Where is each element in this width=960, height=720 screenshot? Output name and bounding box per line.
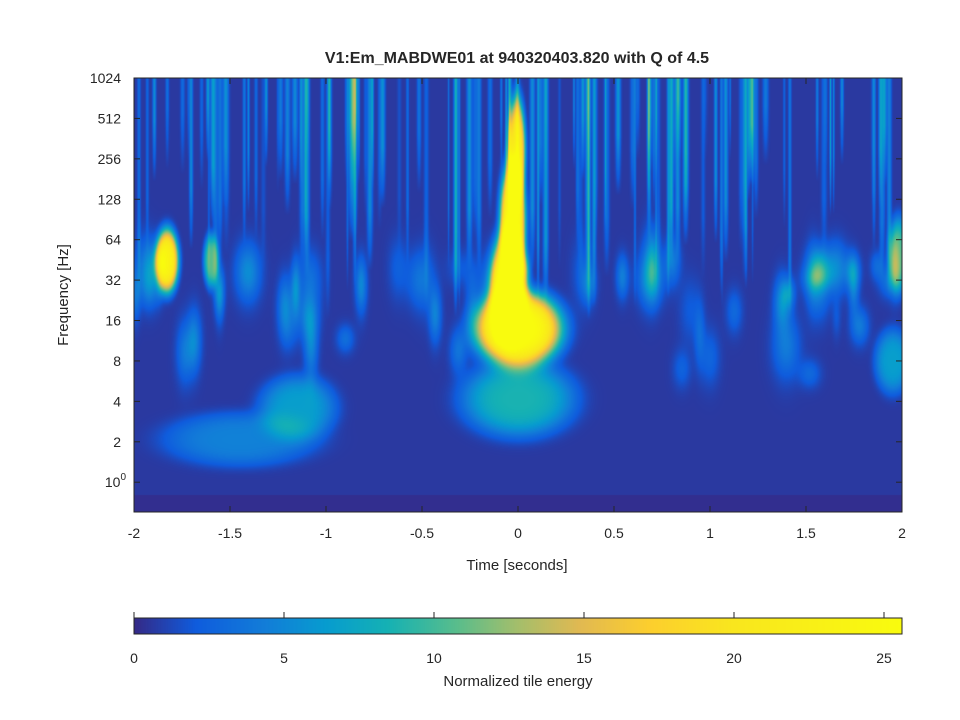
y-tick-label: 8 [113, 353, 121, 369]
x-tick-label: -1.5 [218, 525, 242, 541]
x-tick-label: 0 [514, 525, 522, 541]
x-tick-label: -2 [128, 525, 141, 541]
y-tick-label: 512 [98, 110, 122, 126]
y-axis: 100 2 4 8 16 32 64 128 256 512 1024 [90, 70, 902, 490]
colorbar-frame [133, 617, 903, 635]
chart-title: V1:Em_MABDWE01 at 940320403.820 with Q o… [325, 50, 709, 67]
x-tick-label: -1 [320, 525, 333, 541]
colorbar-tick-label: 0 [130, 650, 138, 666]
y-tick-label: 64 [105, 232, 121, 248]
y-tick-label: 32 [105, 272, 121, 288]
spectrogram-plot [133, 77, 903, 513]
x-tick-label: -0.5 [410, 525, 434, 541]
spectrogram-heatmap [134, 78, 902, 512]
y-tick-label: 128 [98, 191, 122, 207]
x-axis-label: Time [seconds] [466, 557, 567, 574]
x-tick-label: 2 [898, 525, 906, 541]
y-axis-label: Frequency [Hz] [55, 244, 72, 346]
colorbar-tick-label: 10 [426, 650, 442, 666]
y-tick-label: 16 [105, 313, 121, 329]
colorbar-gradient [134, 618, 902, 634]
colorbar-tick-label: 5 [280, 650, 288, 666]
y-tick-label: 100 [105, 472, 127, 490]
x-tick-label: 0.5 [604, 525, 624, 541]
x-tick-label: 1 [706, 525, 714, 541]
colorbar-tick-label: 25 [876, 650, 892, 666]
x-axis: -2 -1.5 -1 -0.5 0 0.5 1 1.5 2 [128, 78, 906, 541]
colorbar-tick-label: 15 [576, 650, 592, 666]
colorbar-tick-label: 20 [726, 650, 742, 666]
colorbar-ticks: 0 5 10 15 20 25 [130, 612, 892, 666]
colorbar: 0 5 10 15 20 25 Normalized tile energy [130, 612, 903, 690]
y-tick-label: 1024 [90, 70, 121, 86]
y-tick-label: 2 [113, 434, 121, 450]
y-tick-label: 4 [113, 393, 121, 409]
x-tick-label: 1.5 [796, 525, 816, 541]
colorbar-label: Normalized tile energy [443, 673, 593, 690]
y-tick-label: 256 [98, 151, 122, 167]
